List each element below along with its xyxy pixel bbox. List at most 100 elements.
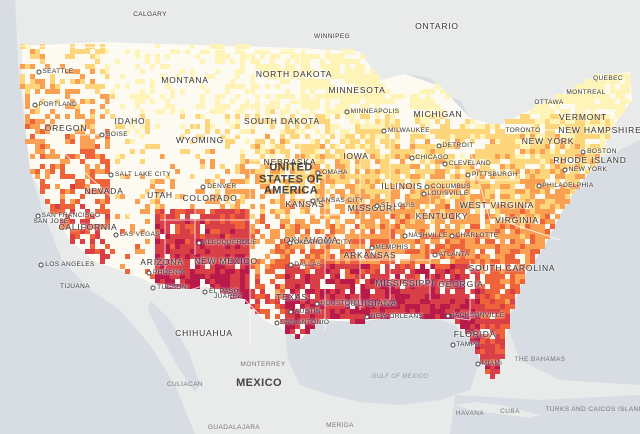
county-cell[interactable] xyxy=(510,269,515,274)
county-cell[interactable] xyxy=(185,254,190,259)
county-cell[interactable] xyxy=(270,159,275,164)
county-cell[interactable] xyxy=(355,259,360,264)
county-cell[interactable] xyxy=(575,134,580,139)
county-cell[interactable] xyxy=(295,164,300,169)
county-cell[interactable] xyxy=(560,119,565,124)
county-cell[interactable] xyxy=(470,199,475,204)
county-cell[interactable] xyxy=(495,244,500,249)
county-cell[interactable] xyxy=(155,219,160,224)
county-cell[interactable] xyxy=(350,314,355,319)
county-cell[interactable] xyxy=(200,114,205,119)
county-cell[interactable] xyxy=(430,264,435,269)
county-cell[interactable] xyxy=(435,244,440,249)
county-cell[interactable] xyxy=(95,234,100,239)
county-cell[interactable] xyxy=(415,119,420,124)
county-cell[interactable] xyxy=(390,214,395,219)
county-cell[interactable] xyxy=(240,214,245,219)
county-cell[interactable] xyxy=(500,294,505,299)
county-cell[interactable] xyxy=(160,179,165,184)
county-cell[interactable] xyxy=(555,99,560,104)
county-cell[interactable] xyxy=(180,249,185,254)
county-cell[interactable] xyxy=(580,124,585,129)
county-cell[interactable] xyxy=(165,284,170,289)
county-cell[interactable] xyxy=(575,104,580,109)
county-cell[interactable] xyxy=(45,129,50,134)
county-cell[interactable] xyxy=(430,314,435,319)
county-cell[interactable] xyxy=(165,54,170,59)
county-cell[interactable] xyxy=(205,239,210,244)
county-cell[interactable] xyxy=(195,114,200,119)
county-cell[interactable] xyxy=(400,179,405,184)
county-cell[interactable] xyxy=(575,174,580,179)
county-cell[interactable] xyxy=(510,144,515,149)
county-cell[interactable] xyxy=(385,269,390,274)
county-cell[interactable] xyxy=(350,144,355,149)
county-cell[interactable] xyxy=(450,309,455,314)
county-cell[interactable] xyxy=(325,64,330,69)
county-cell[interactable] xyxy=(305,94,310,99)
county-cell[interactable] xyxy=(350,309,355,314)
county-cell[interactable] xyxy=(245,104,250,109)
county-cell[interactable] xyxy=(300,59,305,64)
county-cell[interactable] xyxy=(240,254,245,259)
county-cell[interactable] xyxy=(330,64,335,69)
county-cell[interactable] xyxy=(345,74,350,79)
county-cell[interactable] xyxy=(335,214,340,219)
county-cell[interactable] xyxy=(430,184,435,189)
county-cell[interactable] xyxy=(565,94,570,99)
county-cell[interactable] xyxy=(325,179,330,184)
county-cell[interactable] xyxy=(480,194,485,199)
county-cell[interactable] xyxy=(285,269,290,274)
county-cell[interactable] xyxy=(240,209,245,214)
county-cell[interactable] xyxy=(100,199,105,204)
county-cell[interactable] xyxy=(395,174,400,179)
county-cell[interactable] xyxy=(215,224,220,229)
county-cell[interactable] xyxy=(350,189,355,194)
county-cell[interactable] xyxy=(445,224,450,229)
county-cell[interactable] xyxy=(380,154,385,159)
county-cell[interactable] xyxy=(590,144,595,149)
county-cell[interactable] xyxy=(480,334,485,339)
county-cell[interactable] xyxy=(200,239,205,244)
county-cell[interactable] xyxy=(410,129,415,134)
county-cell[interactable] xyxy=(595,74,600,79)
county-cell[interactable] xyxy=(380,219,385,224)
county-cell[interactable] xyxy=(310,299,315,304)
county-cell[interactable] xyxy=(215,259,220,264)
county-cell[interactable] xyxy=(320,309,325,314)
county-cell[interactable] xyxy=(30,124,35,129)
county-cell[interactable] xyxy=(250,234,255,239)
county-cell[interactable] xyxy=(495,259,500,264)
county-cell[interactable] xyxy=(370,299,375,304)
county-cell[interactable] xyxy=(270,259,275,264)
county-cell[interactable] xyxy=(445,119,450,124)
county-cell[interactable] xyxy=(515,144,520,149)
county-cell[interactable] xyxy=(215,249,220,254)
county-cell[interactable] xyxy=(450,144,455,149)
county-cell[interactable] xyxy=(180,259,185,264)
county-cell[interactable] xyxy=(85,224,90,229)
county-cell[interactable] xyxy=(425,199,430,204)
county-cell[interactable] xyxy=(300,99,305,104)
county-cell[interactable] xyxy=(380,119,385,124)
county-cell[interactable] xyxy=(440,254,445,259)
county-cell[interactable] xyxy=(375,314,380,319)
county-cell[interactable] xyxy=(440,269,445,274)
county-cell[interactable] xyxy=(455,139,460,144)
county-cell[interactable] xyxy=(380,259,385,264)
county-cell[interactable] xyxy=(390,164,395,169)
county-cell[interactable] xyxy=(180,239,185,244)
county-cell[interactable] xyxy=(180,254,185,259)
county-cell[interactable] xyxy=(470,219,475,224)
county-cell[interactable] xyxy=(85,149,90,154)
county-cell[interactable] xyxy=(400,184,405,189)
county-cell[interactable] xyxy=(450,279,455,284)
county-cell[interactable] xyxy=(535,179,540,184)
county-cell[interactable] xyxy=(225,254,230,259)
county-cell[interactable] xyxy=(440,234,445,239)
county-cell[interactable] xyxy=(385,309,390,314)
county-cell[interactable] xyxy=(280,304,285,309)
county-cell[interactable] xyxy=(485,144,490,149)
county-cell[interactable] xyxy=(475,339,480,344)
county-cell[interactable] xyxy=(325,94,330,99)
